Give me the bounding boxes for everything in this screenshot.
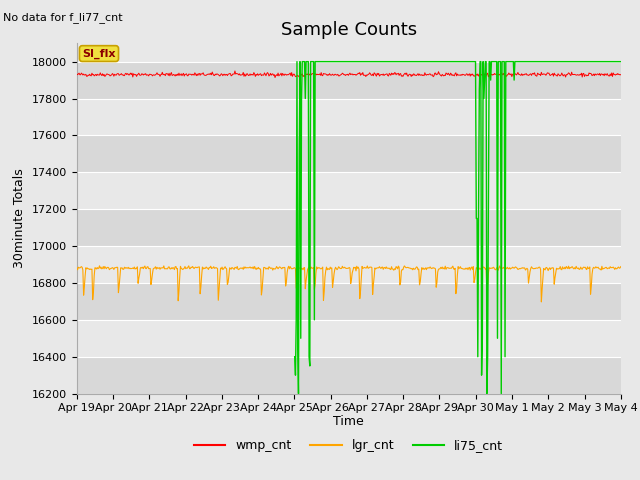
Bar — [77, 246, 621, 283]
X-axis label: Time: Time — [333, 415, 364, 428]
Bar — [77, 135, 621, 172]
Bar — [77, 283, 621, 320]
Y-axis label: 30minute Totals: 30minute Totals — [13, 168, 26, 268]
Bar — [77, 61, 621, 98]
Bar — [77, 320, 621, 357]
Bar — [77, 98, 621, 135]
Legend: wmp_cnt, lgr_cnt, li75_cnt: wmp_cnt, lgr_cnt, li75_cnt — [189, 434, 508, 457]
Text: No data for f_li77_cnt: No data for f_li77_cnt — [3, 12, 123, 23]
Text: SI_flx: SI_flx — [82, 48, 116, 59]
Bar — [77, 357, 621, 394]
Bar — [77, 209, 621, 246]
Title: Sample Counts: Sample Counts — [281, 21, 417, 39]
Bar — [77, 172, 621, 209]
